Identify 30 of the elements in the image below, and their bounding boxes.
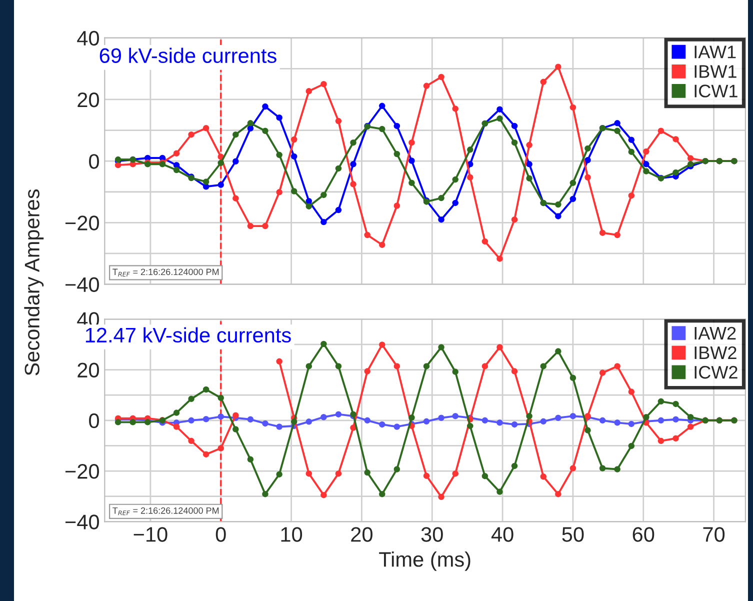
x-tick-label: 50 (562, 527, 584, 542)
annotation: 12.47 kV-side currents (86, 327, 291, 343)
x-tick-label: 30 (421, 527, 443, 542)
y-tick-label: 20 (78, 92, 99, 108)
annotation: T$_{REF}$ = 2:16:26.124000 PM (112, 507, 219, 516)
y-tick-label: 40 (77, 30, 99, 46)
legend-label: IBW2 (694, 346, 736, 359)
y-tick-label: 20 (78, 362, 99, 378)
y-tick-label: −40 (65, 514, 99, 530)
y-tick-label: 0 (89, 154, 99, 169)
annotation: 69 kV-side currents (100, 48, 276, 64)
x-tick-label: 70 (703, 527, 725, 542)
y-tick-label: 0 (89, 413, 99, 428)
legend-label: IAW1 (694, 46, 736, 58)
x-axis-title: Time (ms) (379, 552, 470, 571)
y-tick-label: −40 (65, 277, 99, 292)
x-tick-label: 0 (216, 527, 226, 542)
x-tick-label: 10 (281, 527, 302, 542)
y-tick-label: −20 (65, 216, 99, 230)
x-tick-label: 20 (351, 527, 372, 542)
legend-label: IAW2 (694, 326, 736, 340)
y-tick-label: −20 (65, 464, 99, 479)
legend-label: IBW1 (694, 65, 736, 78)
x-tick-label: −10 (134, 527, 168, 542)
x-tick-label: 60 (632, 527, 654, 542)
annotation: T$_{REF}$ = 2:16:26.124000 PM (112, 268, 219, 276)
legend-label: ICW1 (694, 84, 738, 98)
legend-label: ICW2 (694, 366, 738, 379)
x-tick-label: 40 (491, 527, 514, 542)
y-axis-title: Secondary Amperes (24, 189, 44, 376)
